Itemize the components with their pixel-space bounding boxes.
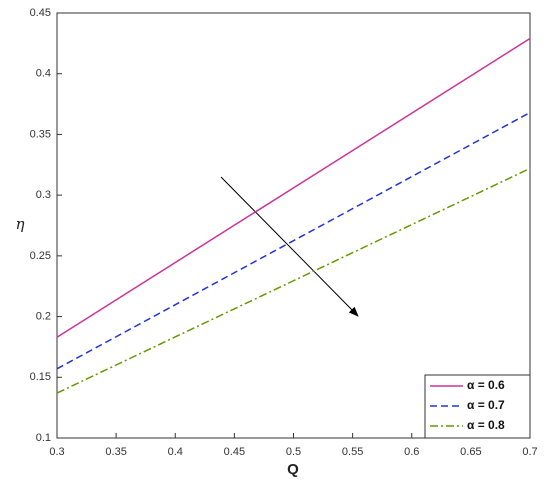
x-tick-label: 0.7 <box>522 446 537 458</box>
x-tick-label: 0.3 <box>49 446 64 458</box>
y-tick-label: 0.3 <box>36 189 51 201</box>
x-tick-label: 0.6 <box>404 446 419 458</box>
y-tick-label: 0.35 <box>30 128 51 140</box>
y-tick-label: 0.2 <box>36 310 51 322</box>
x-tick-label: 0.4 <box>168 446 183 458</box>
x-tick-label: 0.55 <box>342 446 363 458</box>
trend-arrow <box>220 176 359 317</box>
y-tick-label: 0.25 <box>30 250 51 262</box>
x-tick-label: 0.45 <box>224 446 245 458</box>
x-tick-label: 0.5 <box>286 446 301 458</box>
y-axis-label: η <box>16 215 25 233</box>
y-tick-label: 0.15 <box>30 371 51 383</box>
y-tick-label: 0.4 <box>36 68 51 80</box>
line-series <box>56 37 531 338</box>
line-series <box>56 111 531 370</box>
plot-frame <box>56 12 531 439</box>
x-tick-label: 0.35 <box>105 446 126 458</box>
x-tick-label: 0.65 <box>460 446 481 458</box>
y-tick-label: 0.45 <box>30 7 51 19</box>
y-tick-label: 0.1 <box>36 432 51 444</box>
legend-label: α = 0.8 <box>467 418 505 432</box>
x-axis-label: Q <box>287 461 299 478</box>
legend-label: α = 0.6 <box>467 378 505 392</box>
line-series <box>56 167 531 394</box>
legend-label: α = 0.7 <box>467 398 505 412</box>
